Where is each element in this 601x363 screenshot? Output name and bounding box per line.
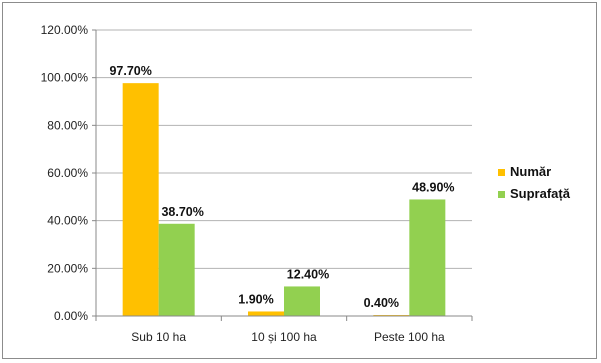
y-tick-label: 120.00%	[41, 23, 89, 37]
data-label: 38.70%	[161, 205, 203, 219]
data-label: 0.40%	[364, 296, 399, 310]
data-label: 97.70%	[109, 64, 151, 78]
y-tick-label: 20.00%	[47, 261, 88, 275]
data-label: 48.90%	[412, 180, 454, 194]
y-tick-label: 60.00%	[47, 166, 88, 180]
data-label: 1.90%	[238, 292, 273, 306]
legend-label-număr: Număr	[510, 164, 551, 179]
y-tick-label: 40.00%	[47, 214, 88, 228]
y-tick-label: 0.00%	[54, 309, 88, 323]
legend-swatch-număr	[498, 169, 505, 176]
y-tick-label: 100.00%	[41, 71, 89, 85]
x-tick-label: Peste 100 ha	[374, 330, 445, 344]
x-axis: Sub 10 ha 10 și 100 ha Peste 100 ha	[96, 316, 472, 344]
data-label: 12.40%	[287, 267, 329, 281]
bar-suprafață	[284, 286, 320, 316]
x-tick-label: Sub 10 ha	[131, 330, 186, 344]
bar-suprafață	[409, 199, 445, 316]
y-tick-label: 80.00%	[47, 118, 88, 132]
legend-swatch-suprafață	[498, 191, 505, 198]
bar-număr	[123, 83, 159, 316]
legend: Număr Suprafață	[498, 164, 571, 201]
x-tick-label: 10 și 100 ha	[251, 330, 317, 344]
legend-label-suprafață: Suprafață	[510, 186, 571, 201]
bar-număr	[248, 311, 284, 316]
bars	[123, 83, 446, 316]
bar-suprafață	[159, 224, 195, 316]
y-axis: 0.00% 20.00% 40.00% 60.00% 80.00% 100.00% 120.…	[41, 23, 96, 323]
